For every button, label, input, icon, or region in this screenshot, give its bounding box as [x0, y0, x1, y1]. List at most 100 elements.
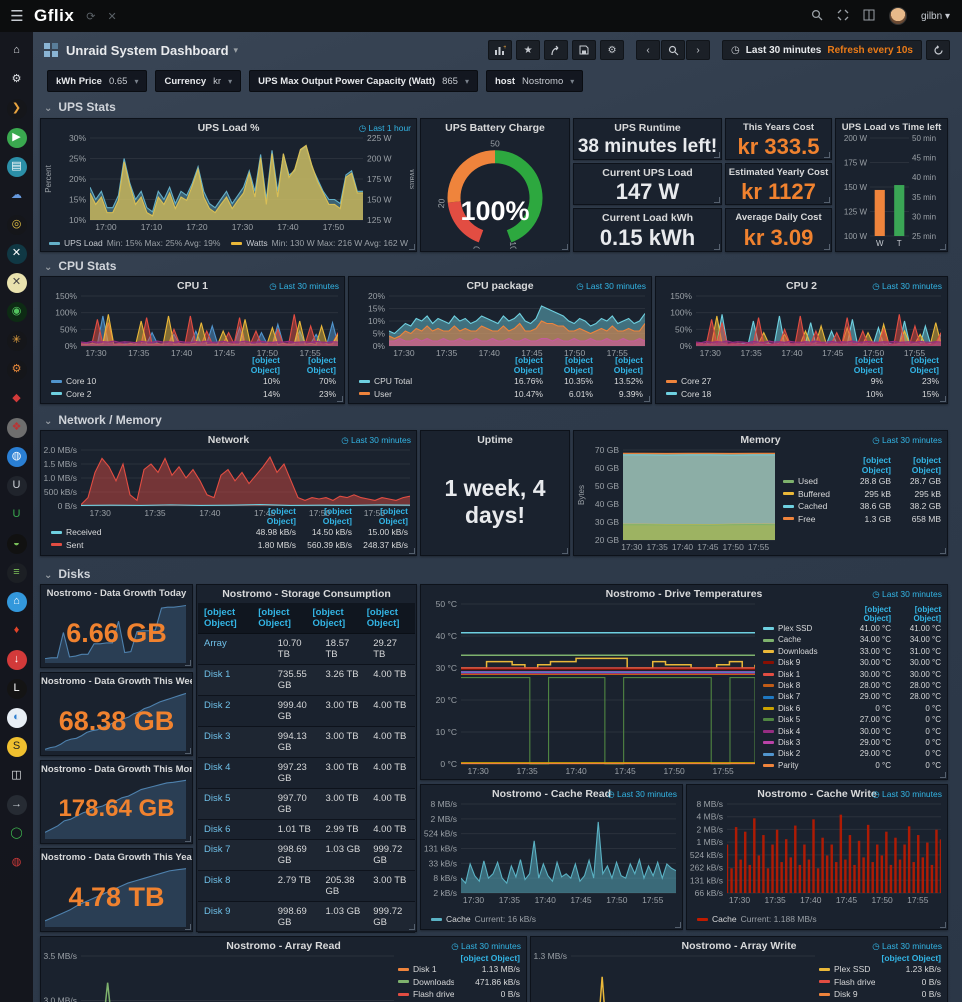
cache-read-chart[interactable]: 8 MB/s 2 MB/s 524 kB/s 131 kB/s 33 kB/s 8 kB/…	[423, 799, 680, 905]
table-column-header[interactable]: [object Object]	[258, 607, 291, 629]
sidebar-app-item[interactable]: ▤	[0, 152, 33, 181]
sidebar-app-item[interactable]: ◒	[0, 529, 33, 558]
legend-row[interactable]: CPU Total 16.76% 10.35% 13.52%	[359, 375, 643, 388]
sidebar-app-item[interactable]: →	[0, 790, 33, 819]
battery-gauge[interactable]: 0 20 50 100	[421, 135, 569, 256]
legend-row[interactable]: Disk 6 0 °C 0 °C	[763, 703, 941, 714]
ups-load-chart[interactable]: 30% 25% 20% 15% 10% 225 W 200 W 175 W 150 W 125 W…	[43, 133, 417, 232]
variable-dropdown[interactable]: host Nostromo ▾	[485, 70, 584, 92]
panel-title[interactable]: Nostromo - Drive Temperatures	[605, 588, 763, 600]
panel-title[interactable]: Nostromo - Array Read	[226, 940, 341, 952]
sidebar-app-item[interactable]: ⚙	[0, 355, 33, 384]
sidebar-app-item[interactable]: ◐	[0, 703, 33, 732]
legend-row[interactable]: Buffered 295 kB 295 kB	[783, 488, 941, 501]
sidebar-app-item[interactable]: ❖	[0, 413, 33, 442]
legend-row[interactable]: Sent 1.80 MB/s 560.39 kB/s 248.37 kB/s	[51, 539, 408, 552]
refresh-button[interactable]	[926, 40, 950, 60]
panel-title[interactable]: Nostromo - Cache Write	[757, 788, 877, 800]
sidebar-app-item[interactable]: ◉	[0, 297, 33, 326]
add-panel-button[interactable]: +	[488, 40, 513, 60]
sidebar-app-item[interactable]: ✳	[0, 326, 33, 355]
row-header-cpu-stats[interactable]: ⌄ CPU Stats	[44, 259, 117, 273]
search-icon[interactable]	[811, 9, 823, 24]
panel-time-range[interactable]: ◷ Last 30 minutes	[607, 789, 677, 799]
settings-gear-button[interactable]: ⚙	[600, 40, 625, 60]
legend-row[interactable]: Plex SSD 1.23 kB/s	[819, 963, 941, 976]
variable-dropdown[interactable]: Currency kr ▾	[155, 70, 242, 92]
sidebar-app-item[interactable]: ◯	[0, 819, 33, 848]
legend-column-header[interactable]: [object Object]	[378, 506, 408, 526]
sidebar-app-item[interactable]: ◎	[0, 210, 33, 239]
panel-title[interactable]: Nostromo - Data Growth Today	[46, 588, 187, 599]
sidebar-app-item[interactable]: ☁	[0, 181, 33, 210]
panel-title[interactable]: Nostromo - Data Growth This Month	[41, 764, 192, 775]
cpu2-chart[interactable]: 150% 100% 50% 0% 17:30 17:35 17:40 17:45 17:50 17…	[658, 291, 945, 358]
table-column-header[interactable]: [object Object]	[312, 607, 346, 629]
row-header-disks[interactable]: ⌄ Disks	[44, 567, 91, 581]
array-write-chart[interactable]: 1.3 MB/s1.0 MB/s	[533, 951, 819, 1002]
legend-row[interactable]: Disk 9 0 B/s	[819, 988, 941, 1001]
variable-dropdown[interactable]: kWh Price 0.65 ▾	[47, 70, 148, 92]
legend-row[interactable]: Core 27 9% 23%	[666, 375, 939, 388]
panels-icon[interactable]	[863, 9, 875, 24]
panel-title[interactable]: Current UPS Load	[602, 167, 693, 179]
legend-row[interactable]: Cached 38.6 GB 38.2 GB	[783, 500, 941, 513]
time-forward-button[interactable]: ›	[686, 40, 711, 60]
sidebar-app-item[interactable]: ▶	[0, 123, 33, 152]
legend-column-header[interactable]: [object Object]	[909, 355, 939, 375]
panel-time-range[interactable]: ◷ Last 30 minutes	[576, 281, 646, 291]
panel-title[interactable]: Nostromo - Data Growth This Year	[41, 852, 192, 863]
fullscreen-icon[interactable]	[837, 9, 849, 24]
legend-row[interactable]: Disk 4 30.00 °C 0 °C	[763, 726, 941, 737]
time-back-button[interactable]: ‹	[636, 40, 661, 60]
panel-time-range[interactable]: ◷ Last 30 minutes	[872, 941, 942, 951]
time-range-picker[interactable]: ◷ Last 30 minutes Refresh every 10s	[722, 40, 922, 60]
sidebar-app-item[interactable]: ⌂	[0, 587, 33, 616]
cpu-package-chart[interactable]: 20% 15% 10% 5% 0% 17:30 17:35 17:40 17:45 17:50 17…	[351, 291, 649, 358]
legend-row[interactable]: Used 28.8 GB 28.7 GB	[783, 475, 941, 488]
dashboard-title-caret-icon[interactable]: ▾	[233, 44, 239, 55]
save-button[interactable]	[572, 40, 597, 60]
panel-title[interactable]: CPU 2	[786, 280, 817, 292]
legend-item[interactable]: UPS Load Min: 15% Max: 25% Avg: 19%	[49, 238, 220, 248]
panel-title[interactable]: Uptime	[477, 434, 513, 446]
sidebar-app-item[interactable]: U	[0, 471, 33, 500]
refresh-mini-icon[interactable]: ⟳	[86, 10, 96, 23]
sidebar-app-item[interactable]: ↓	[0, 645, 33, 674]
legend-row[interactable]: Disk 3 29.00 °C 0 °C	[763, 737, 941, 748]
sidebar-app-item[interactable]: ◍	[0, 848, 33, 877]
panel-title[interactable]: Estimated Yearly Cost	[728, 167, 829, 178]
sidebar-app-item[interactable]: ◫	[0, 761, 33, 790]
sidebar-app-item[interactable]: ⚙	[0, 65, 33, 94]
variable-dropdown[interactable]: UPS Max Output Power Capacity (Watt) 865…	[249, 70, 478, 92]
panel-title[interactable]: Current Load kWh	[602, 212, 693, 224]
panel-title[interactable]: Memory	[740, 434, 781, 446]
cache-write-chart[interactable]: 8 MB/s 4 MB/s 2 MB/s 1 MB/s 524 kB/s 262 kB/s…	[689, 799, 945, 905]
panel-time-range[interactable]: ◷ Last 30 minutes	[872, 589, 942, 599]
panel-title[interactable]: CPU package	[466, 280, 534, 292]
legend-row[interactable]: Core 2 14% 23%	[51, 388, 336, 401]
legend-row[interactable]: Received 48.98 kB/s 14.50 kB/s 15.00 kB/s	[51, 526, 408, 539]
panel-title[interactable]: This Years Cost	[742, 122, 815, 133]
sidebar-app-item[interactable]: U	[0, 500, 33, 529]
panel-title[interactable]: UPS Runtime	[614, 122, 681, 134]
legend-row[interactable]: User 10.47% 6.01% 9.39%	[359, 388, 643, 401]
legend-column-header[interactable]: [object Object]	[913, 605, 941, 623]
legend-row[interactable]: Downloads 471.86 kB/s	[398, 976, 520, 989]
panel-title[interactable]: UPS Load vs Time left	[841, 122, 942, 133]
table-column-header[interactable]: [object Object]	[366, 607, 400, 629]
panel-title[interactable]: Nostromo - Array Write	[681, 940, 797, 952]
user-avatar[interactable]	[889, 7, 908, 25]
menu-burger-icon[interactable]: ☰	[10, 8, 24, 25]
table-column-header[interactable]: [object Object]	[204, 607, 237, 629]
legend-row[interactable]: Disk 1 30.00 °C 30.00 °C	[763, 669, 941, 680]
legend-row[interactable]: Cache 34.00 °C 34.00 °C	[763, 634, 941, 645]
legend-row[interactable]: Free 1.3 GB 658 MB	[783, 513, 941, 526]
ups-bar-chart[interactable]: 200 W 175 W 150 W 125 W 100 W 50 min 45 min 40 …	[838, 134, 945, 248]
legend-row[interactable]: Disk 9 30.00 °C 30.00 °C	[763, 657, 941, 668]
sidebar-app-item[interactable]: ⌂	[0, 36, 33, 65]
share-button[interactable]	[544, 40, 569, 60]
legend-column-header[interactable]: [object Object]	[513, 355, 543, 375]
panel-time-range[interactable]: ◷ Last 30 minutes	[872, 435, 942, 445]
legend-row[interactable]: Downloads 33.00 °C 31.00 °C	[763, 646, 941, 657]
